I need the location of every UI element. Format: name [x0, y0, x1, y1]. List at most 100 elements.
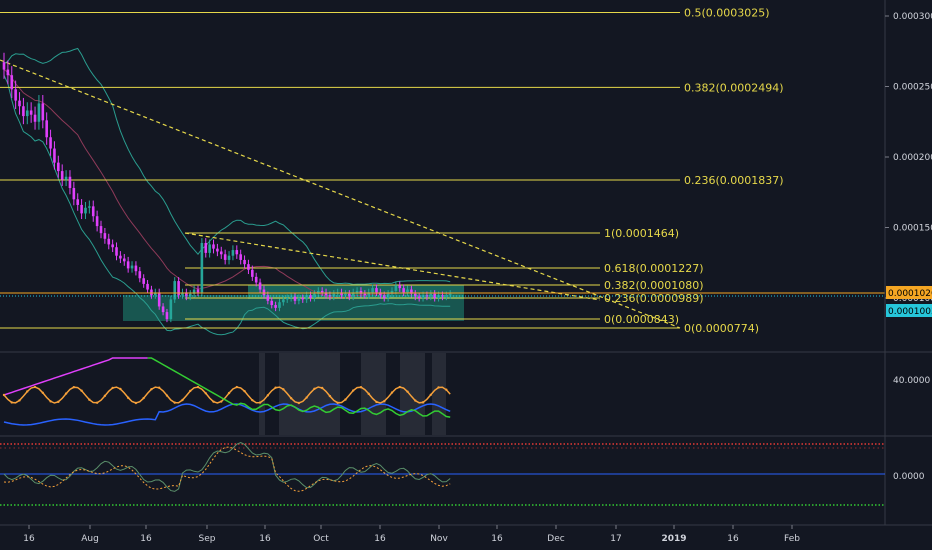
ind1-orange-dot-98	[383, 400, 386, 403]
ind1-blue-line	[3, 403, 451, 426]
candle-body-64	[251, 269, 254, 277]
time-tick-label-5: Oct	[313, 534, 329, 544]
current-price-badge-label: 0.0001026	[888, 289, 932, 299]
ind1-shade-2	[361, 353, 386, 435]
candle-body-77	[301, 298, 305, 300]
price-badges: 0.0001026 0.0001003	[886, 286, 932, 317]
candle-body-17	[68, 176, 72, 189]
bollinger-lower	[3, 74, 451, 336]
time-axis[interactable]: 16 Aug 16 Sep 16 Oct 16 Nov 16 Dec 17 2019 16 Feb	[23, 525, 800, 544]
candle-body-99	[386, 293, 390, 298]
candle-body-19	[76, 199, 80, 205]
ind1-orange-dot-106	[414, 399, 417, 402]
candle-body-114	[445, 295, 448, 297]
ind1-orange-dot-72	[282, 388, 285, 391]
time-tick-label-7: Nov	[430, 534, 448, 544]
candle-body-65	[254, 276, 258, 283]
accumulation-zone	[123, 295, 464, 321]
candle-body-41	[161, 306, 165, 313]
candle-body-51	[200, 243, 204, 293]
candle-body-82	[320, 290, 324, 293]
main-pane[interactable]: 0.5(0.0003025) 0.382(0.0002494) 0.236(0.00…	[0, 6, 885, 336]
candle-body-111	[433, 293, 436, 298]
candle-body-11	[45, 120, 48, 138]
ind1-orange-dot-74	[289, 397, 293, 400]
candle-body-113	[441, 295, 444, 297]
candle-body-8	[33, 114, 37, 122]
ind1-orange-dot-80	[313, 387, 316, 391]
fib-outer-levels: 0.5(0.0003025) 0.382(0.0002494) 0.236(0.00…	[0, 6, 784, 335]
ind1-orange-dot-100	[390, 391, 394, 394]
candle-body-73	[285, 298, 289, 300]
candle-body-23	[91, 206, 95, 217]
candle-body-71	[278, 302, 281, 308]
candle-body-100	[390, 290, 394, 294]
candle-body-14	[57, 162, 60, 172]
fib-inner-label-1: 0.618(0.0001227)	[604, 262, 704, 275]
candle-body-1	[6, 69, 10, 76]
ind1-orange-dot-34	[134, 401, 138, 405]
candle-body-27	[107, 238, 111, 245]
candle-body-93	[363, 293, 367, 296]
indicator-pane-dmi[interactable]	[2, 353, 451, 435]
candle-body-38	[150, 289, 153, 296]
ind1-orange-dot-46	[181, 398, 184, 402]
candle-body-5	[22, 106, 25, 117]
candle-body-103	[402, 288, 405, 293]
ind1-shade-0	[259, 353, 265, 435]
bollinger-upper	[3, 47, 451, 285]
candle-body-43	[169, 299, 173, 320]
ind1-orange-dot-16	[64, 392, 68, 395]
candle-body-56	[219, 251, 223, 255]
candle-body-89	[348, 293, 351, 297]
candle-body-92	[359, 290, 363, 294]
fib-inner-label-4: 0(0.0000843)	[604, 313, 679, 326]
candle-body-36	[142, 278, 145, 284]
candle-body-75	[293, 296, 297, 301]
candle-body-25	[99, 226, 103, 234]
candle-body-3	[14, 89, 17, 101]
fib-inner-label-0: 1(0.0001464)	[604, 227, 679, 240]
fib-outer-label-3: 0(0.0000774)	[684, 322, 759, 335]
candle-body-102	[398, 285, 402, 289]
ind1-orange-dot-56	[220, 400, 223, 403]
ind1-orange-dot-58	[227, 391, 231, 395]
candle-body-67	[262, 289, 266, 296]
candle-body-58	[227, 255, 231, 260]
candle-body-18	[72, 188, 76, 200]
candle-body-68	[266, 295, 270, 301]
candle-body-72	[282, 299, 285, 303]
indicator-pane-oscillator[interactable]	[0, 441, 885, 506]
ind1-orange-dot-44	[173, 401, 176, 404]
candle-body-83	[324, 292, 328, 296]
candle-body-61	[239, 254, 242, 260]
candle-body-74	[289, 296, 293, 298]
mark-price-badge-label: 0.0001003	[888, 307, 932, 317]
candle-body-22	[88, 206, 91, 208]
ind1-orange-dot-8	[33, 385, 37, 389]
candle-body-84	[328, 295, 332, 297]
candle-body-112	[437, 295, 440, 298]
indicator-axis-label-dmi: 40.0000	[893, 376, 930, 386]
candle-body-95	[371, 288, 374, 293]
candle-body-15	[60, 171, 64, 180]
candle-body-35	[138, 271, 142, 279]
ind1-orange-dot-82	[320, 386, 324, 390]
candle-body-0	[2, 62, 6, 70]
candle-body-62	[243, 259, 246, 265]
ind1-orange-dot-94	[367, 392, 370, 396]
candle-body-24	[95, 216, 99, 227]
ind1-orange-dot-4	[18, 399, 21, 402]
ind1-orange-dot-14	[57, 400, 60, 404]
ind1-orange-dot-64	[251, 398, 254, 402]
candle-body-34	[134, 265, 138, 272]
candle-body-40	[157, 292, 161, 307]
long-trendline	[0, 59, 681, 329]
candle-body-10	[41, 103, 45, 121]
candle-body-37	[146, 283, 149, 290]
fib-outer-label-1: 0.382(0.0002494)	[684, 81, 784, 94]
candle-body-48	[188, 293, 192, 297]
candle-body-110	[429, 293, 433, 297]
time-tick-label-6: 16	[374, 534, 386, 544]
